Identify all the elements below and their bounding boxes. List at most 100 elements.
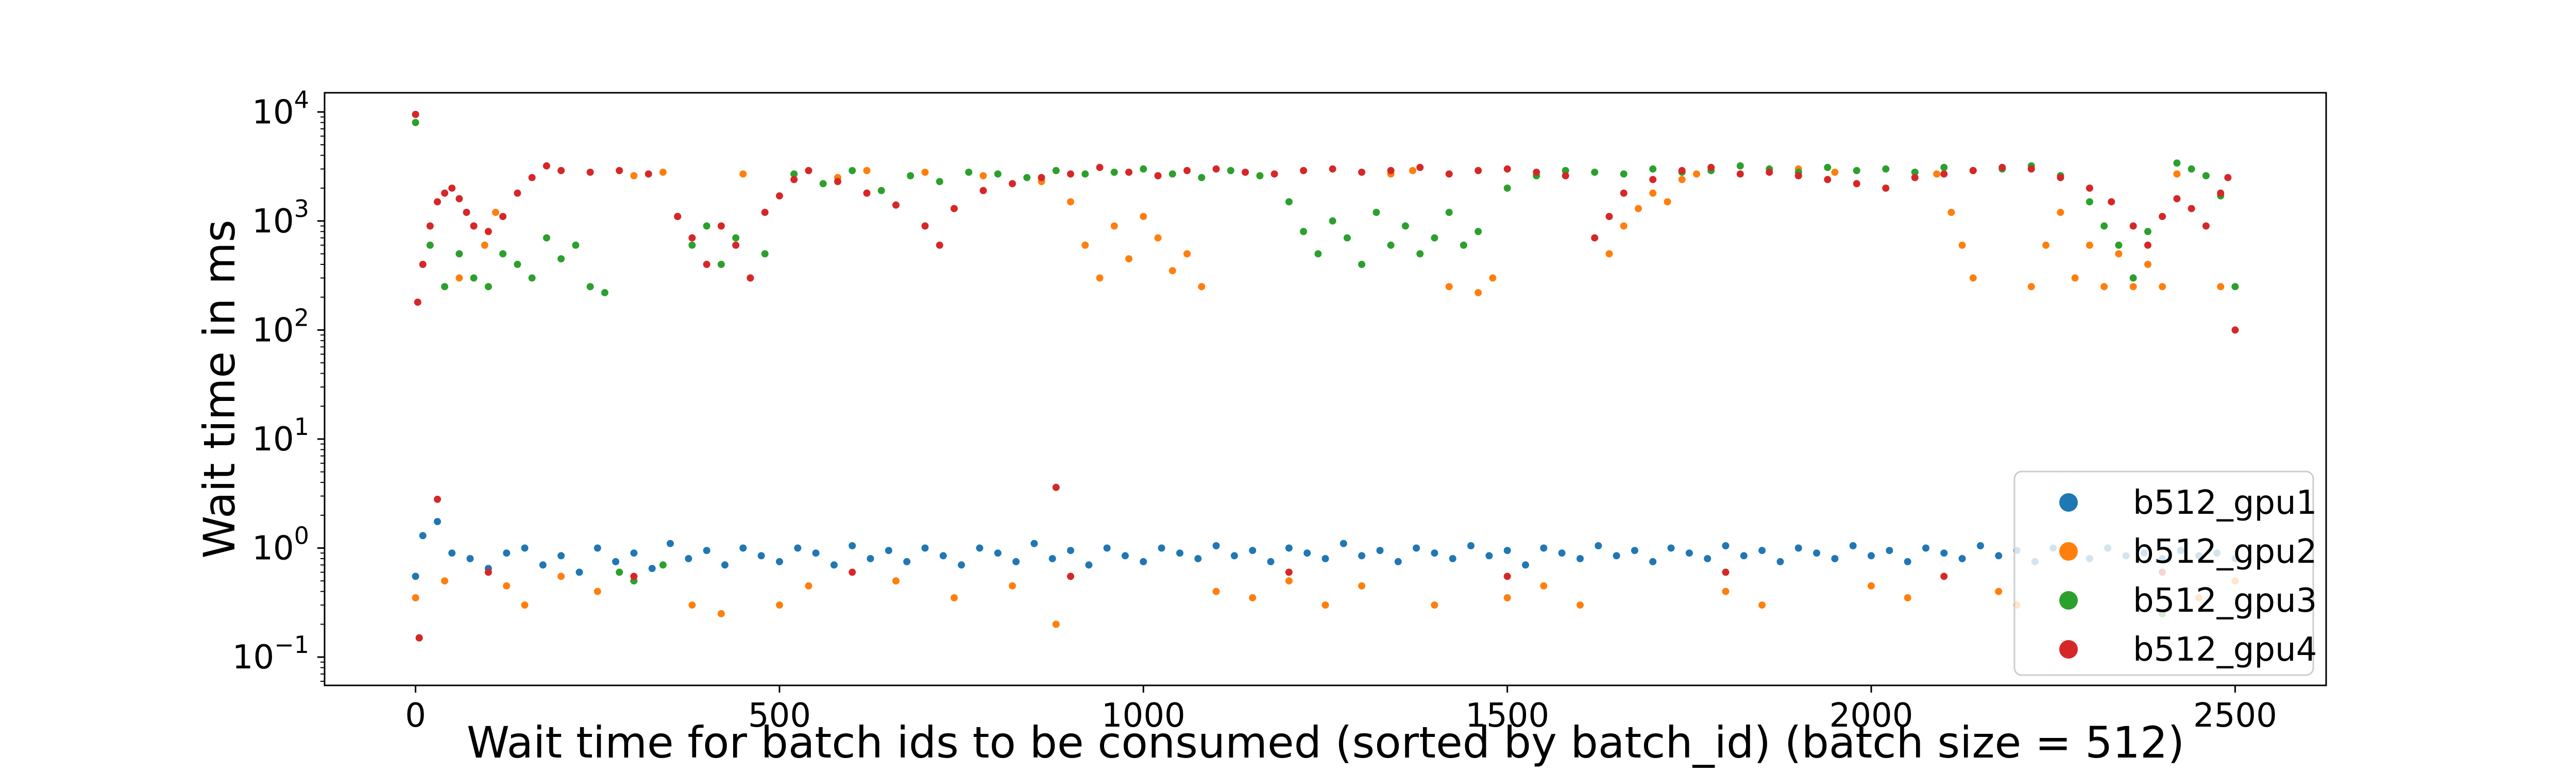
data-point-b512_gpu4-16 [586, 169, 594, 176]
data-point-b512_gpu4-77 [2144, 241, 2151, 249]
data-point-b512_gpu2-44 [1445, 283, 1453, 291]
data-point-b512_gpu3-48 [1372, 209, 1380, 216]
data-point-b512_gpu1-42 [1158, 544, 1165, 552]
data-point-b512_gpu1-75 [1758, 547, 1766, 554]
data-point-b512_gpu1-76 [1776, 558, 1784, 565]
x-tick-label: 2500 [2193, 697, 2277, 735]
data-point-b512_gpu3-71 [1940, 163, 1948, 171]
data-point-b512_gpu3-80 [2144, 228, 2151, 236]
data-point-b512_gpu2-15 [776, 601, 783, 609]
data-point-b512_gpu1-33 [994, 549, 1002, 557]
data-point-b512_gpu4-33 [936, 241, 943, 249]
data-point-b512_gpu1-19 [739, 544, 747, 552]
data-point-b512_gpu4-1 [414, 298, 421, 306]
data-point-b512_gpu1-50 [1303, 549, 1311, 557]
data-point-b512_gpu2-43 [1431, 601, 1438, 609]
data-point-b512_gpu1-63 [1540, 544, 1548, 552]
data-point-b512_gpu2-47 [1489, 274, 1497, 282]
data-point-b512_gpu2-61 [1831, 169, 1839, 176]
legend: b512_gpu1 b512_gpu2 b512_gpu3 b512_gpu4 [2013, 470, 2317, 676]
data-point-b512_gpu1-13 [630, 549, 638, 557]
data-point-b512_gpu4-53 [1503, 165, 1511, 173]
data-point-b512_gpu2-53 [1635, 205, 1642, 212]
legend-label-b512_gpu1: b512_gpu1 [2133, 484, 2317, 522]
data-point-b512_gpu4-73 [2057, 174, 2064, 181]
data-point-b512_gpu4-34 [951, 205, 958, 212]
x-tick-label: 0 [405, 697, 426, 735]
data-point-b512_gpu3-32 [994, 170, 1002, 178]
data-point-b512_gpu2-58 [1722, 587, 1730, 595]
data-point-b512_gpu4-87 [415, 634, 423, 642]
y-axis-label: Wait time in ms [194, 220, 245, 558]
data-point-b512_gpu1-66 [1595, 542, 1602, 549]
data-point-b512_gpu4-10 [484, 228, 492, 236]
data-point-b512_gpu4-84 [2224, 174, 2232, 181]
data-point-b512_gpu3-7 [499, 250, 507, 258]
data-point-b512_gpu4-40 [1125, 169, 1133, 176]
data-point-b512_gpu1-57 [1431, 549, 1438, 557]
data-point-b512_gpu4-5 [441, 189, 449, 197]
data-point-b512_gpu1-73 [1722, 542, 1730, 549]
data-point-b512_gpu2-2 [455, 274, 463, 282]
data-point-b512_gpu4-39 [1096, 163, 1104, 171]
data-point-b512_gpu2-72 [2057, 209, 2064, 216]
data-point-b512_gpu1-26 [867, 555, 874, 562]
data-point-b512_gpu1-35 [1030, 540, 1038, 547]
data-point-b512_gpu3-83 [2188, 165, 2195, 173]
data-point-b512_gpu4-35 [979, 187, 987, 194]
data-point-b512_gpu4-49 [1387, 167, 1395, 174]
data-point-b512_gpu4-58 [1620, 189, 1628, 197]
data-point-b512_gpu4-7 [455, 195, 463, 203]
data-point-b512_gpu1-38 [1085, 561, 1093, 569]
data-point-b512_gpu4-46 [1300, 167, 1308, 174]
data-point-b512_gpu1-80 [1849, 542, 1857, 549]
data-point-b512_gpu1-1 [419, 532, 427, 540]
data-point-b512_gpu1-47 [1249, 547, 1257, 554]
data-point-b512_gpu1-51 [1321, 555, 1329, 562]
data-point-b512_gpu3-55 [1475, 228, 1482, 236]
data-point-b512_gpu1-44 [1194, 555, 1202, 562]
data-point-b512_gpu4-55 [1562, 172, 1569, 179]
data-point-b512_gpu3-0 [412, 119, 419, 126]
data-point-b512_gpu3-40 [1227, 167, 1234, 174]
data-point-b512_gpu3-52 [1431, 234, 1438, 242]
data-point-b512_gpu3-59 [1591, 169, 1599, 176]
data-point-b512_gpu3-33 [1023, 174, 1031, 181]
data-point-b512_gpu1-31 [958, 561, 965, 569]
data-point-b512_gpu2-79 [2159, 283, 2166, 291]
y-tick-label: 103 [252, 195, 309, 241]
data-point-b512_gpu2-73 [2071, 274, 2079, 282]
data-point-b512_gpu4-11 [499, 213, 507, 221]
data-point-b512_gpu4-70 [1969, 167, 1977, 174]
data-point-b512_gpu2-36 [1212, 587, 1220, 595]
data-point-b512_gpu4-59 [1649, 176, 1657, 183]
legend-frame [2013, 470, 2314, 676]
data-point-b512_gpu3-43 [1300, 228, 1308, 236]
data-point-b512_gpu4-21 [703, 261, 710, 268]
data-point-b512_gpu4-60 [1678, 167, 1686, 174]
data-point-b512_gpu3-86 [2231, 283, 2239, 291]
data-point-b512_gpu3-70 [1911, 169, 1919, 176]
data-point-b512_gpu2-57 [1693, 170, 1700, 178]
data-point-b512_gpu2-33 [1168, 267, 1176, 275]
data-point-b512_gpu4-24 [747, 274, 754, 282]
data-point-b512_gpu1-20 [757, 552, 765, 560]
data-point-b512_gpu1-84 [1922, 544, 1929, 552]
data-point-b512_gpu4-22 [717, 222, 725, 230]
data-point-b512_gpu3-26 [819, 180, 827, 188]
data-point-b512_gpu3-25 [790, 170, 798, 178]
data-point-b512_gpu2-0 [412, 594, 419, 601]
data-point-b512_gpu1-3 [448, 549, 456, 557]
x-tick-label: 2000 [1829, 697, 1913, 735]
data-point-b512_gpu1-48 [1267, 558, 1275, 565]
y-axis-ticks: 10−1 100 101 102 103 104 [232, 86, 325, 682]
data-point-b512_gpu3-20 [703, 222, 710, 230]
data-point-b512_gpu3-79 [2129, 274, 2137, 282]
data-point-b512_gpu4-43 [1212, 165, 1220, 173]
data-point-b512_gpu1-37 [1067, 547, 1074, 554]
data-point-b512_gpu4-27 [790, 176, 798, 183]
y-tick-label: 100 [252, 522, 309, 568]
data-point-b512_gpu3-30 [936, 178, 943, 186]
data-point-b512_gpu4-80 [2188, 205, 2195, 212]
plot-area-frame [324, 92, 2327, 686]
